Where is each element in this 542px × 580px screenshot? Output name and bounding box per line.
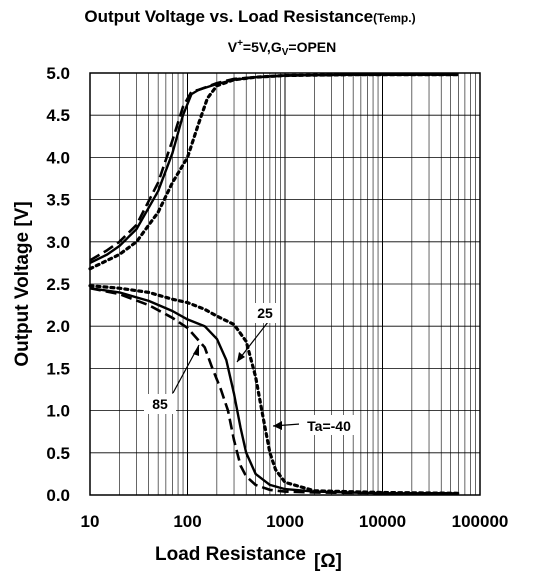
series-line-lower: [89, 287, 459, 495]
y-tick-label: 4.0: [46, 148, 70, 167]
y-tick-label: 3.0: [46, 233, 70, 252]
annotation-85-arrowhead: [193, 345, 199, 356]
chart-subtitle: V+=5V,GV=OPEN: [228, 38, 337, 58]
x-tick-label: 100000: [452, 512, 509, 531]
annotation-85-label: 85: [152, 396, 168, 412]
x-tick-labels: 10 100 1000 10000 100000: [81, 512, 509, 531]
x-tick-label: 10: [81, 512, 100, 531]
series-line-lower: [88, 284, 460, 495]
y-tick-label: 0.0: [46, 486, 70, 505]
y-tick-label: 3.5: [46, 191, 70, 210]
x-tick-label: 1000: [266, 512, 304, 531]
y-tick-label: 2.5: [46, 275, 70, 294]
annotation-25-label: 25: [257, 305, 273, 321]
annotation-ta40-box: [299, 415, 359, 435]
y-axis-label: Output Voltage [V]: [12, 201, 33, 366]
x-tick-label: 10000: [359, 512, 406, 531]
x-axis-label: Load Resistance: [155, 544, 306, 565]
annotation-ta40-label: Ta=-40: [307, 418, 351, 434]
y-tick-label: 1.0: [46, 402, 70, 421]
chart-title: Output Voltage vs. Load Resistance(Temp.…: [84, 7, 415, 26]
y-tick-label: 0.5: [46, 444, 70, 463]
chart-annotations: 25 85 Ta=-40: [144, 303, 359, 435]
annotation-25-arrowhead: [237, 352, 245, 362]
annotation-25-box: [250, 303, 280, 323]
y-tick-label: 1.5: [46, 359, 70, 378]
x-tick-label: 100: [173, 512, 201, 531]
series-line-upper: [89, 73, 459, 262]
x-axis-unit: [Ω]: [314, 551, 342, 572]
y-tick-labels: 0.0 0.5 1.0 1.5 2.0 2.5 3.0 3.5 4.0 4.5 5.0: [46, 64, 70, 505]
y-tick-label: 5.0: [46, 64, 70, 83]
series-line-lower: [89, 286, 459, 495]
annotation-ta40-arrowhead: [273, 421, 282, 430]
plot-frame: [89, 72, 481, 496]
annotation-85-box: [144, 394, 176, 414]
y-tick-label: 2.0: [46, 317, 70, 336]
y-tick-label: 4.5: [46, 106, 70, 125]
chart-series: [88, 73, 460, 495]
